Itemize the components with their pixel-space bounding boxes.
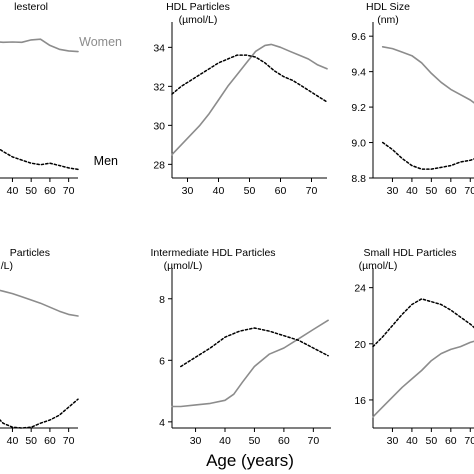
- x-tick-label: 70: [63, 185, 75, 197]
- chart-title: HDL Particles: [166, 1, 230, 13]
- chart-title: HDL Size: [366, 1, 410, 13]
- series-line-men: [372, 298, 474, 348]
- y-tick-label: 9.4: [351, 67, 366, 79]
- x-tick-label: 40: [7, 435, 19, 447]
- x-tick-label: 40: [406, 185, 418, 197]
- x-tick-label: 50: [25, 185, 37, 197]
- x-tick-label: 40: [7, 185, 19, 197]
- chart-unit-label: ol/L): [0, 260, 13, 272]
- x-tick-label: 70: [307, 435, 319, 447]
- chart-unit-label: (µmol/L): [179, 14, 218, 26]
- x-tick-label: 50: [426, 185, 438, 197]
- x-tick-label: 30: [182, 185, 194, 197]
- x-tick-label: 70: [464, 435, 474, 447]
- series-line-women: [171, 43, 328, 156]
- y-tick-label: 4: [159, 417, 165, 429]
- y-tick-label: 32: [153, 81, 165, 93]
- x-tick-label: 40: [406, 435, 418, 447]
- x-tick-label: 50: [426, 435, 438, 447]
- x-tick-label: 40: [213, 185, 225, 197]
- y-tick-label: 9.6: [351, 31, 366, 43]
- y-tick-label: 20: [354, 339, 366, 351]
- chart-title: lesterol: [14, 1, 48, 13]
- x-tick-label: 60: [275, 185, 287, 197]
- series-line-men: [0, 148, 79, 171]
- x-tick-label: 30: [387, 435, 399, 447]
- series-line-women: [381, 45, 474, 104]
- x-axis-label: Age (years): [206, 451, 294, 470]
- series-line-women: [0, 38, 79, 53]
- chart-title: Particles: [10, 247, 50, 259]
- chart-panel: HDL Particles(µmol/L) 30 40 50 60 70 28 30 32 34: [153, 1, 328, 197]
- chart-title: Small HDL Particles: [364, 247, 457, 259]
- series-line-men: [171, 54, 328, 103]
- y-tick-label: 28: [153, 159, 165, 171]
- x-tick-label: 60: [44, 435, 56, 447]
- chart-panel: lesterol3040506070WomenMen: [0, 1, 122, 197]
- y-tick-label: 24: [354, 283, 366, 295]
- chart-panel: HDL Size(nm) 30 40 50 60 70 8.8 9.0 9.2 9.4 9.6: [351, 1, 474, 197]
- x-tick-label: 60: [278, 435, 290, 447]
- series-line-men: [180, 327, 329, 368]
- x-tick-label: 60: [44, 185, 56, 197]
- x-tick-label: 70: [464, 185, 474, 197]
- chart-panel: Small HDL Particles(µmol/L) 30 40 50 60 70 16 2…: [354, 247, 474, 447]
- x-tick-label: 70: [306, 185, 318, 197]
- chart-title: Intermediate HDL Particles: [150, 247, 275, 259]
- x-tick-label: 70: [63, 435, 75, 447]
- x-tick-label: 30: [387, 185, 399, 197]
- chart-panel: Intermediate HDL Particles(µmol/L) 30 40 50…: [150, 247, 331, 447]
- series-line-women: [0, 289, 79, 317]
- y-tick-label: 6: [159, 355, 165, 367]
- series-line-men: [381, 141, 474, 170]
- y-tick-label: 8.8: [351, 173, 366, 185]
- series-line-men: [0, 398, 79, 429]
- x-tick-label: 50: [249, 435, 261, 447]
- chart-unit-label: (µmol/L): [164, 260, 203, 272]
- x-tick-label: 50: [25, 435, 37, 447]
- y-tick-label: 9.2: [351, 102, 366, 114]
- x-tick-label: 30: [190, 435, 202, 447]
- y-tick-label: 34: [153, 42, 165, 54]
- x-tick-label: 50: [244, 185, 256, 197]
- series-line-women: [372, 340, 474, 418]
- y-tick-label: 16: [354, 395, 366, 407]
- y-tick-label: 8: [159, 294, 165, 306]
- series-label: Women: [79, 35, 122, 49]
- x-tick-label: 60: [445, 185, 457, 197]
- series-line-women: [171, 319, 329, 408]
- x-tick-label: 40: [219, 435, 231, 447]
- chart-unit-label: (µmol/L): [359, 260, 398, 272]
- y-tick-label: 9.0: [351, 138, 366, 150]
- y-tick-label: 30: [153, 120, 165, 132]
- series-label: Men: [94, 154, 118, 168]
- x-tick-label: 60: [445, 435, 457, 447]
- chart-unit-label: (nm): [377, 14, 399, 26]
